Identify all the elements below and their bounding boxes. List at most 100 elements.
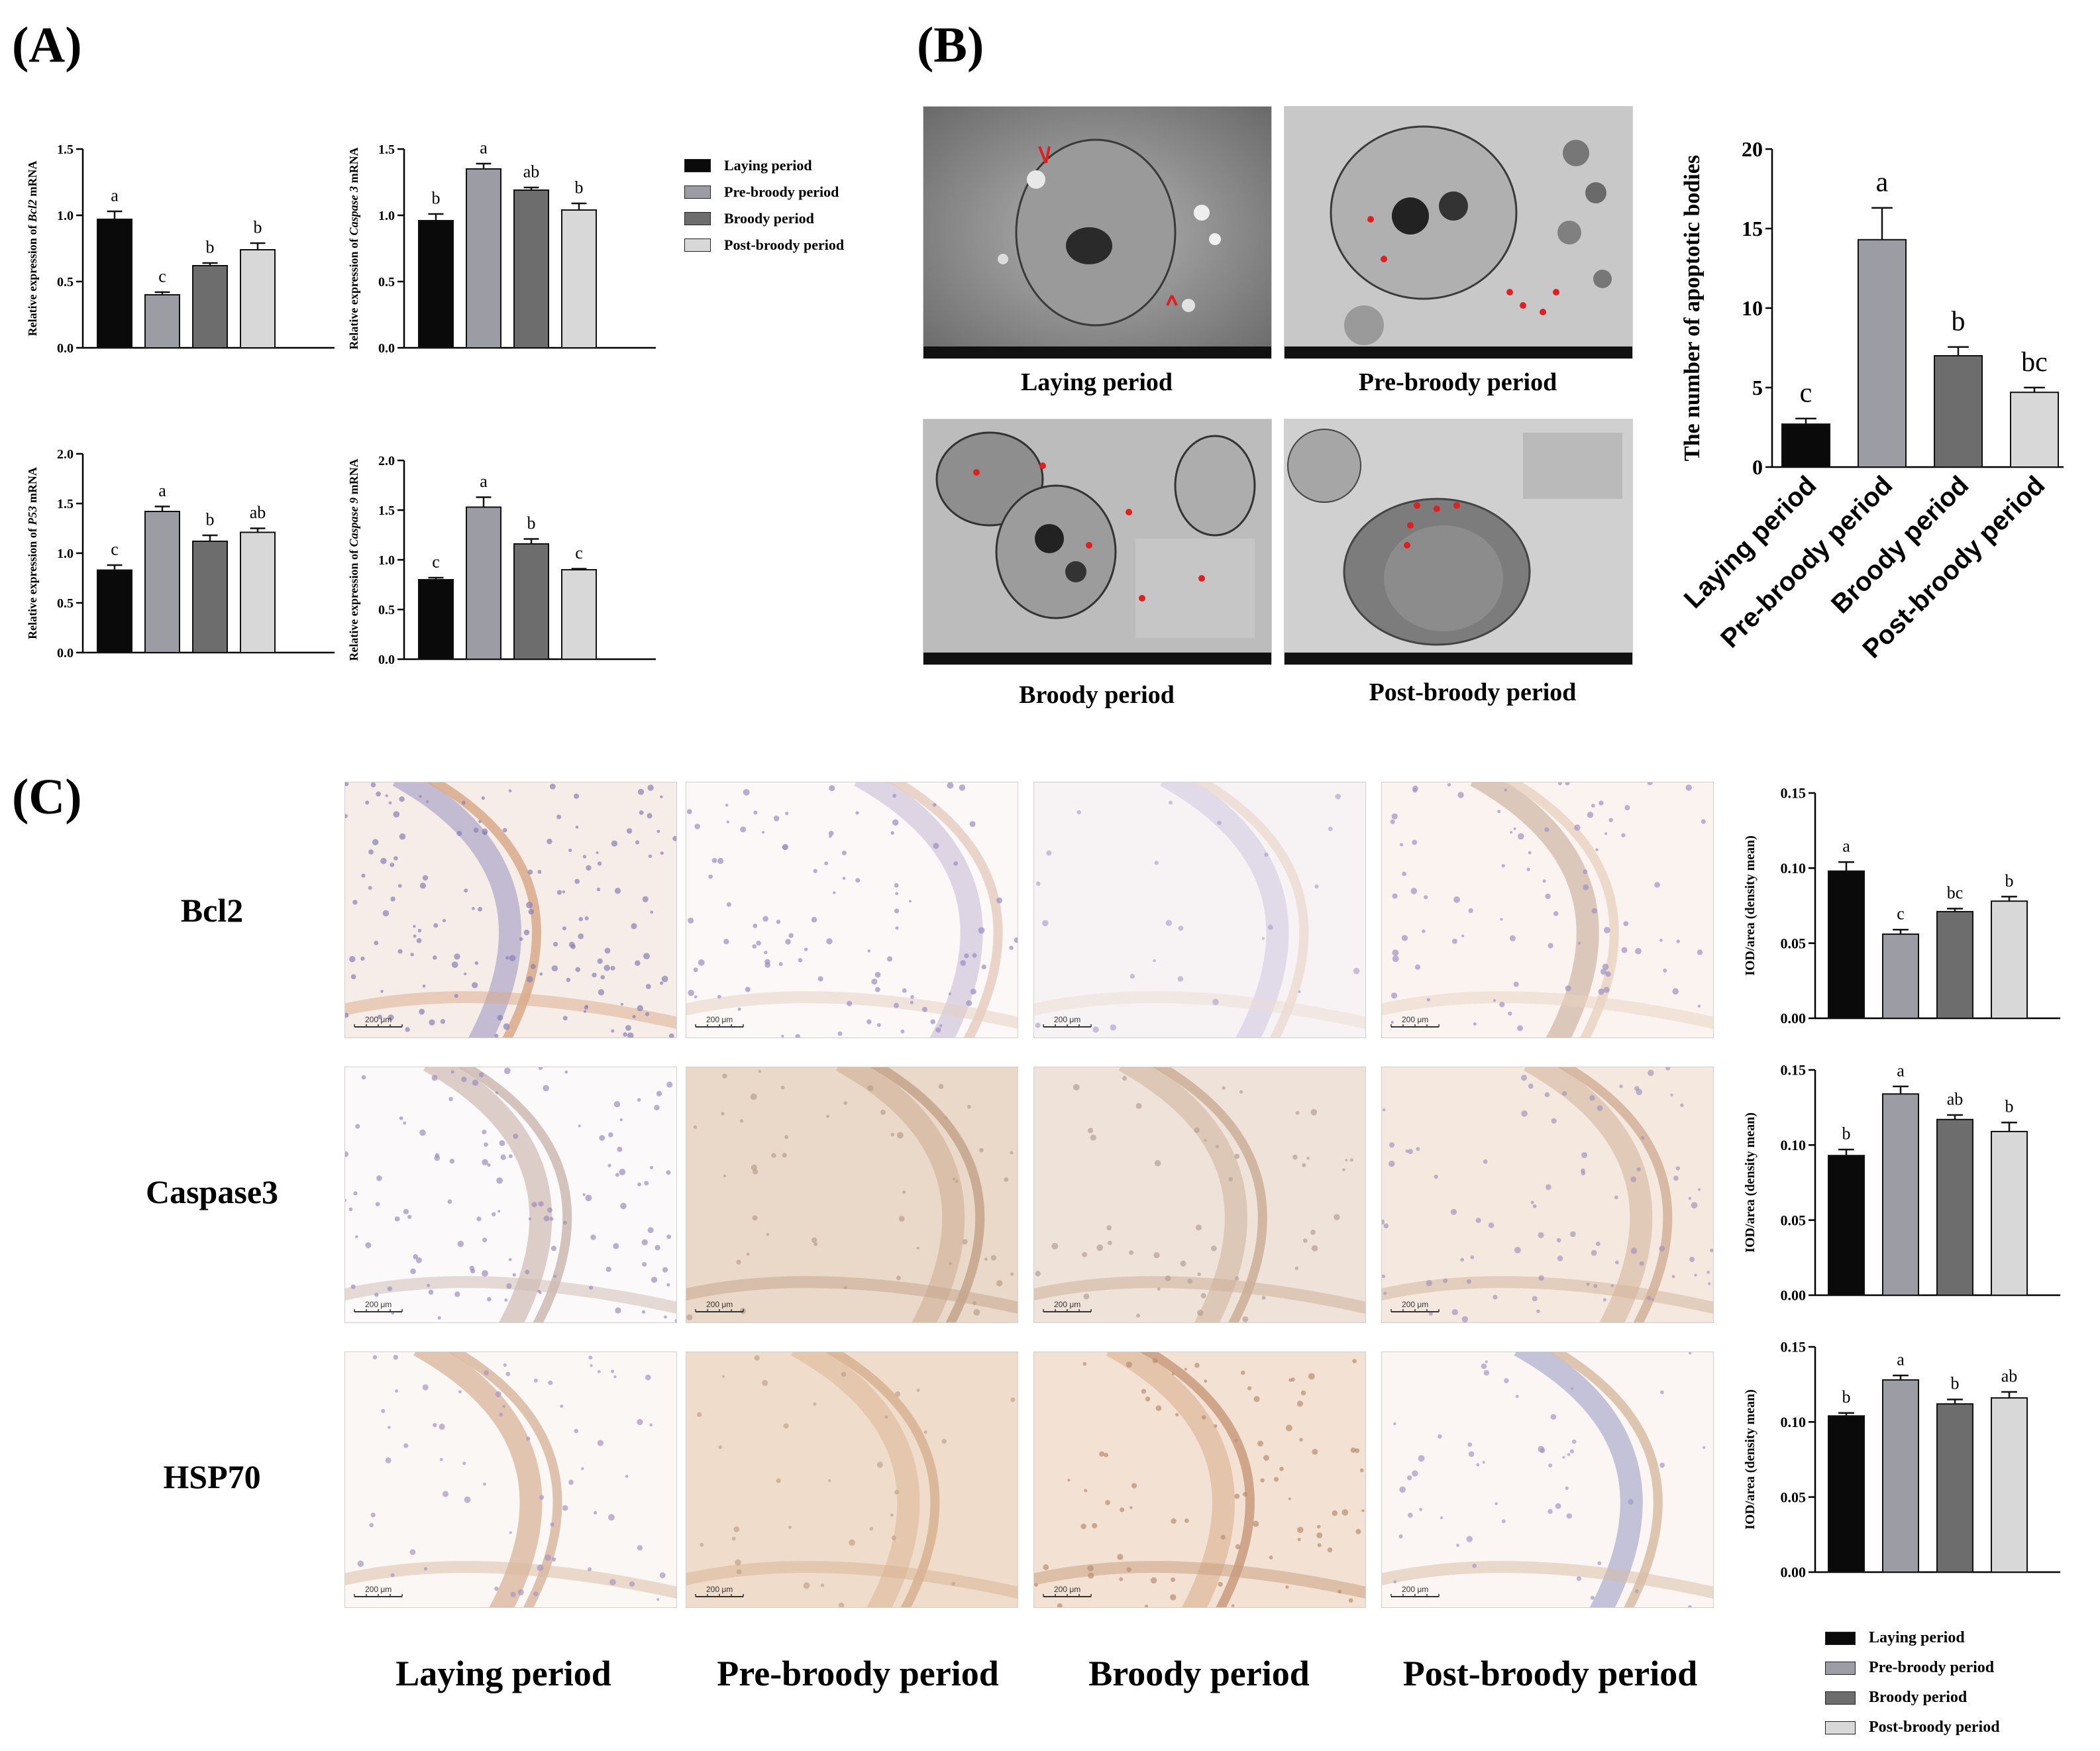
legend-swatch (684, 159, 711, 172)
tem-caption-pre-broody: Pre-broody period (1358, 368, 1557, 396)
ihc-image-hsp70-broody: 200 μm (1033, 1352, 1366, 1608)
bar (1934, 355, 1983, 468)
y-tick-label: 0.00 (1781, 1564, 1807, 1581)
column-label-pre-broody: Pre-broody period (717, 1654, 999, 1693)
legend-item-laying: Laying period (684, 152, 844, 179)
bar (1936, 911, 1973, 1019)
apoptotic-bodies-chart: 0 5 10 15 20 The number of apoptotic bodies c L… (1679, 137, 2064, 664)
tem-image-broody (923, 419, 1272, 665)
significance-letter: c (1800, 378, 1812, 409)
bar (1828, 1155, 1865, 1296)
significance-letter: c (111, 539, 119, 558)
y-axis-label: IOD/area (density mean) (1743, 1389, 1758, 1530)
bar (192, 541, 228, 653)
hsp70-ihc-chart: 0.00 0.05 0.10 0.15 IOD/area (density mean) b… (1743, 1339, 2060, 1581)
significance-letter: a (1897, 1061, 1905, 1080)
y-tick-label: 0.05 (1781, 1212, 1807, 1228)
significance-letter: a (480, 138, 488, 157)
significance-letter: b (1951, 1374, 1960, 1393)
significance-letter: a (1876, 168, 1889, 198)
tem-caption-broody: Broody period (1019, 681, 1175, 709)
scale-bar-label: 200 μm (1402, 1015, 1429, 1024)
scale-bar-label: 200 μm (1054, 1300, 1081, 1309)
y-tick-label: 0.10 (1781, 860, 1807, 876)
y-tick-label: 0.05 (1781, 1489, 1807, 1505)
bcl2-ihc-chart: 0.00 0.05 0.10 0.15 IOD/area (density mean) a… (1743, 785, 2060, 1027)
bar (466, 506, 501, 660)
y-axis-label: Relative expression of Bcl2 mRNA (26, 161, 39, 337)
legend-swatch (1825, 1721, 1856, 1734)
bar (240, 531, 276, 653)
significance-letter: ab (1947, 1089, 1964, 1108)
legend-item-pre: Pre-broody period (684, 179, 844, 205)
significance-letter: bc (2021, 347, 2048, 378)
significance-letter: b (206, 237, 215, 256)
legend-label: Post-broody period (724, 237, 845, 253)
y-tick-label: 1.5 (378, 504, 395, 518)
significance-letter: b (2005, 871, 2014, 890)
significance-letter: a (158, 481, 166, 500)
y-tick-label: 1.5 (378, 142, 395, 157)
legend-panel-a: Laying period Pre-broody period Broody p… (684, 152, 844, 258)
bar (1828, 870, 1865, 1019)
y-tick-label: 0.0 (57, 646, 74, 661)
y-axis-label: The number of apoptotic bodies (1680, 155, 1705, 461)
bar (144, 511, 180, 653)
y-tick-label: 1.5 (57, 142, 74, 157)
legend-label: Broody period (1869, 1689, 1968, 1706)
significance-letter: b (432, 188, 441, 207)
bcl2-mrna-chart: 0.0 0.5 1.0 1.5 Relative expression of Bcl2 … (26, 142, 335, 356)
y-tick-label: 0.0 (378, 653, 395, 667)
bar (97, 219, 132, 348)
bar (1828, 1415, 1865, 1573)
y-axis-label: Relative expression of P53 mRNA (26, 467, 39, 639)
y-tick-label: 0.05 (1781, 935, 1807, 951)
y-axis-label: IOD/area (density mean) (1743, 835, 1758, 976)
significance-letter: b (527, 513, 536, 533)
tem-image-pre-broody (1284, 106, 1633, 359)
y-tick-label: 2.0 (378, 454, 395, 468)
y-tick-label: 1.0 (57, 547, 74, 561)
legend-label: Pre-broody period (724, 184, 839, 200)
legend-item-pre: Pre-broody period (1825, 1653, 2000, 1683)
significance-letter: a (1842, 837, 1850, 856)
ihc-image-hsp70-laying: 200 μm (344, 1352, 677, 1608)
legend-item-laying: Laying period (1825, 1623, 2000, 1653)
bar (1882, 933, 1919, 1019)
significance-letter: c (432, 552, 440, 571)
significance-letter: bc (1947, 883, 1964, 902)
scale-bar-label: 200 μm (365, 1585, 392, 1594)
ihc-image-hsp70-post-broody: 200 μm (1381, 1352, 1714, 1608)
tem-caption-laying: Laying period (1020, 368, 1173, 396)
y-tick-label: 1.0 (378, 553, 395, 568)
bar (1882, 1379, 1919, 1573)
significance-letter: b (1842, 1124, 1851, 1143)
y-tick-label: 0.5 (57, 275, 74, 290)
scale-bar-label: 200 μm (706, 1300, 733, 1309)
y-tick-label: 20 (1742, 137, 1763, 161)
bar (144, 294, 180, 348)
significance-letter: b (254, 217, 262, 237)
y-tick-label: 10 (1742, 296, 1763, 320)
bar (561, 569, 597, 660)
legend-item-broody: Broody period (1825, 1683, 2000, 1713)
column-label-broody: Broody period (1088, 1654, 1310, 1693)
bar (1781, 423, 1830, 468)
y-axis-label: Relative expression of Caspase 9 mRNA (347, 458, 360, 661)
significance-letter: b (2005, 1097, 2014, 1116)
legend-swatch (1825, 1631, 1856, 1645)
column-label-post-broody: Post-broody period (1402, 1654, 1698, 1693)
bar (1858, 239, 1907, 468)
ihc-image-caspase3-laying: 200 μm (344, 1067, 677, 1323)
y-tick-label: 0.10 (1781, 1414, 1807, 1430)
bar (240, 249, 276, 348)
bar (2010, 392, 2059, 468)
y-axis-label: IOD/area (density mean) (1743, 1112, 1758, 1253)
significance-letter: a (111, 186, 119, 205)
bar (1991, 1397, 2028, 1573)
ihc-image-caspase3-post-broody: 200 μm (1381, 1067, 1714, 1323)
ihc-image-caspase3-broody: 200 μm (1033, 1067, 1366, 1323)
scale-bar-label: 200 μm (1054, 1015, 1081, 1024)
legend-label: Laying period (724, 157, 812, 174)
row-label-bcl2: Bcl2 (180, 892, 244, 929)
